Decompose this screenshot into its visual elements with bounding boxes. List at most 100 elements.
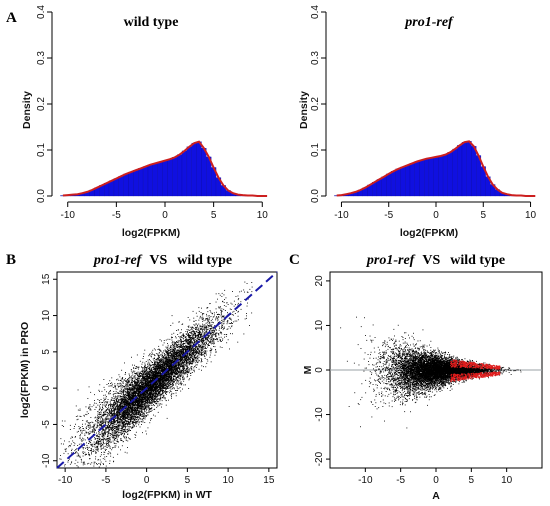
- chart-b-point: [192, 355, 193, 357]
- chart-b-point: [144, 409, 146, 411]
- chart-b-point: [210, 350, 212, 352]
- chart-b-point: [211, 339, 213, 341]
- chart-b-point: [172, 344, 174, 346]
- chart-b-point: [207, 307, 209, 308]
- chart-b-point: [117, 441, 119, 443]
- chart-b-point: [114, 396, 116, 398]
- chart-b-point: [218, 334, 220, 336]
- chart-b-point: [239, 291, 241, 293]
- chart-b-point: [183, 360, 185, 361]
- chart-b-point: [135, 407, 137, 408]
- chart-b-point: [182, 379, 184, 381]
- chart-b-point: [198, 333, 200, 335]
- chart-b-point: [151, 380, 153, 382]
- chart-a-left-bar: [113, 178, 119, 197]
- chart-b-point: [98, 412, 100, 414]
- chart-b-point: [155, 370, 157, 372]
- chart-b-point: [121, 413, 123, 415]
- chart-b-point: [200, 327, 202, 329]
- chart-b-point: [187, 353, 189, 355]
- chart-b-point: [104, 399, 106, 400]
- chart-b-point: [134, 392, 136, 394]
- chart-b-point: [89, 454, 90, 455]
- chart-a-left-bar: [118, 176, 124, 197]
- chart-b-point: [175, 383, 177, 384]
- chart-b-point: [159, 369, 161, 370]
- chart-b-point: [125, 431, 126, 432]
- chart-b-point: [173, 373, 175, 375]
- chart-b-point: [162, 394, 164, 396]
- chart-b-point: [120, 416, 121, 417]
- chart-b-point: [160, 376, 162, 378]
- chart-b-point: [197, 324, 198, 326]
- chart-b-point: [115, 443, 117, 445]
- chart-b-point: [131, 383, 133, 385]
- chart-b-point: [91, 453, 92, 455]
- chart-b-point: [144, 414, 146, 416]
- chart-b-point: [159, 394, 161, 396]
- chart-b-point: [203, 337, 205, 339]
- chart-b-point: [152, 349, 154, 351]
- chart-b-point: [213, 316, 215, 318]
- chart-b-point: [185, 372, 187, 374]
- chart-b-point: [193, 342, 195, 344]
- chart-b-point: [121, 445, 123, 447]
- chart-b-point: [188, 357, 190, 359]
- chart-b-point: [189, 342, 191, 344]
- chart-b-point: [211, 324, 213, 326]
- chart-b-point: [191, 372, 193, 373]
- chart-b-point: [134, 388, 136, 390]
- chart-b-point: [99, 438, 101, 440]
- chart-b-point: [127, 430, 129, 432]
- chart-a-right-xtick-label: -10: [334, 210, 349, 221]
- chart-b-point: [172, 374, 174, 376]
- chart-b-point: [167, 352, 168, 354]
- chart-b-point: [217, 313, 219, 315]
- chart-b-point: [171, 358, 173, 360]
- chart-b-point: [212, 329, 213, 331]
- chart-b-point: [179, 375, 181, 376]
- chart-b-point: [231, 303, 233, 305]
- chart-a-right-bar: [395, 168, 401, 197]
- chart-b-point: [123, 435, 125, 437]
- chart-b-point: [115, 408, 116, 409]
- chart-b-point: [165, 364, 167, 366]
- chart-b-point: [154, 405, 155, 407]
- chart-b-point: [133, 415, 135, 417]
- chart-b-point: [237, 302, 239, 304]
- chart-b-point: [127, 419, 129, 421]
- chart-b-point: [150, 399, 151, 401]
- chart-b-point: [147, 398, 148, 399]
- chart-b-point: [163, 386, 164, 388]
- chart-b-point: [174, 342, 175, 344]
- chart-b-point: [185, 341, 187, 343]
- chart-b-point: [223, 316, 224, 317]
- chart-b-point: [132, 425, 134, 427]
- chart-b-point: [137, 403, 139, 405]
- chart-b-point: [78, 428, 80, 430]
- chart-b-point: [92, 422, 94, 424]
- chart-b-point: [158, 383, 160, 385]
- chart-b-point: [201, 360, 202, 361]
- chart-b-point: [169, 351, 171, 353]
- chart-b-point: [149, 376, 151, 378]
- chart-b-point: [128, 392, 130, 394]
- chart-b-point: [103, 404, 105, 406]
- chart-b-point: [176, 371, 178, 373]
- chart-b-point: [220, 310, 222, 312]
- chart-b-point: [188, 370, 190, 372]
- chart-b-point: [136, 414, 137, 416]
- chart-b-point: [237, 311, 239, 313]
- chart-b-point: [134, 437, 136, 438]
- chart-b-point: [110, 407, 111, 409]
- chart-b-point: [131, 414, 133, 416]
- chart-b-point: [163, 386, 165, 387]
- chart-b-point: [182, 370, 184, 372]
- chart-b-point: [115, 385, 116, 387]
- chart-b-point: [75, 405, 77, 407]
- chart-b-point: [201, 336, 203, 337]
- chart-a-left-ytick-label: 0.0: [36, 189, 47, 203]
- chart-b-point: [177, 349, 179, 351]
- chart-b-point: [175, 349, 177, 351]
- chart-a-left-bar: [201, 148, 207, 197]
